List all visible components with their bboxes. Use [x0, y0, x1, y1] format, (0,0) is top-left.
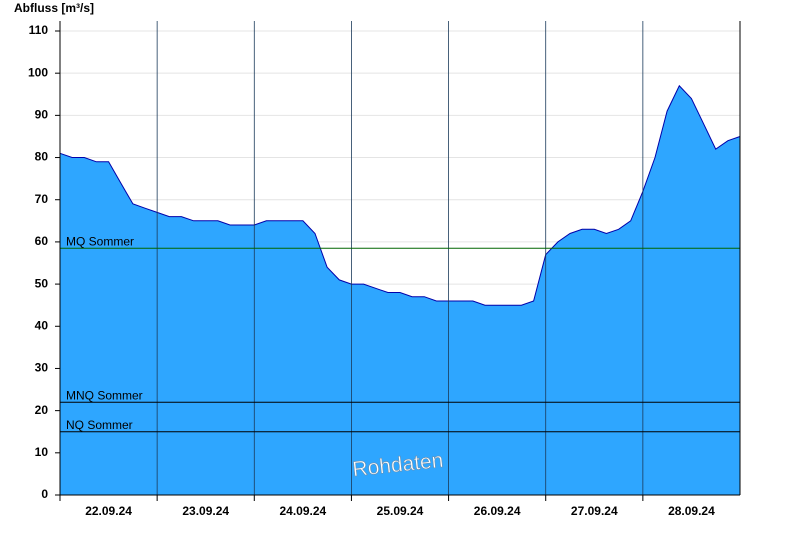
y-tick-label: 100	[28, 65, 48, 79]
reference-label: MNQ Sommer	[66, 388, 143, 402]
x-tick-label: 24.09.24	[279, 504, 326, 518]
y-tick-label: 60	[35, 234, 49, 248]
x-tick-label: 25.09.24	[377, 504, 424, 518]
y-tick-label: 10	[35, 445, 49, 459]
area-line	[59, 84, 741, 306]
x-tick-label: 28.09.24	[668, 504, 715, 518]
area	[60, 85, 740, 496]
x-tick-label: 23.09.24	[182, 504, 229, 518]
y-tick-label: 0	[41, 487, 48, 501]
reference-label: MQ Sommer	[66, 234, 134, 248]
y-tick-label: 40	[35, 318, 49, 332]
y-tick-label: 20	[35, 403, 49, 417]
x-tick-label: 27.09.24	[571, 504, 618, 518]
x-tick-label: 26.09.24	[474, 504, 521, 518]
y-tick-label: 70	[35, 192, 49, 206]
reference-label: NQ Sommer	[66, 418, 133, 432]
y-tick-label: 80	[35, 150, 49, 164]
y-tick-label: 110	[29, 23, 49, 37]
x-tick-label: 22.09.24	[85, 504, 132, 518]
y-tick-label: 90	[35, 108, 49, 122]
y-tick-label: 30	[35, 361, 49, 375]
y-axis-label: Abfluss [m³/s]	[14, 1, 94, 15]
y-tick-label: 50	[35, 276, 49, 290]
